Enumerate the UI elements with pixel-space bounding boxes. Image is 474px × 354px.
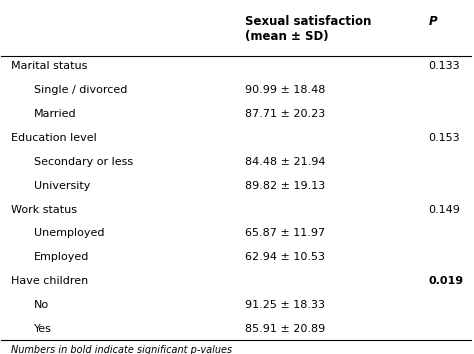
Text: Marital status: Marital status [11,61,87,71]
Text: 87.71 ± 20.23: 87.71 ± 20.23 [246,109,326,119]
Text: Employed: Employed [34,252,90,262]
Text: Have children: Have children [11,276,88,286]
Text: Unemployed: Unemployed [34,228,105,239]
Text: P: P [428,15,437,28]
Text: Secondary or less: Secondary or less [34,157,133,167]
Text: 89.82 ± 19.13: 89.82 ± 19.13 [246,181,326,191]
Text: 0.149: 0.149 [428,205,460,215]
Text: University: University [34,181,91,191]
Text: 0.019: 0.019 [428,276,464,286]
Text: 84.48 ± 21.94: 84.48 ± 21.94 [246,157,326,167]
Text: No: No [34,300,49,310]
Text: 62.94 ± 10.53: 62.94 ± 10.53 [246,252,325,262]
Text: 65.87 ± 11.97: 65.87 ± 11.97 [246,228,326,239]
Text: Married: Married [34,109,77,119]
Text: 0.153: 0.153 [428,133,460,143]
Text: Numbers in bold indicate significant p-values: Numbers in bold indicate significant p-v… [11,345,232,354]
Text: 0.133: 0.133 [428,61,460,71]
Text: 90.99 ± 18.48: 90.99 ± 18.48 [246,85,326,95]
Text: Single / divorced: Single / divorced [34,85,128,95]
Text: Education level: Education level [11,133,97,143]
Text: Yes: Yes [34,324,52,334]
Text: 91.25 ± 18.33: 91.25 ± 18.33 [246,300,325,310]
Text: 85.91 ± 20.89: 85.91 ± 20.89 [246,324,326,334]
Text: Sexual satisfaction
(mean ± SD): Sexual satisfaction (mean ± SD) [246,15,372,43]
Text: Work status: Work status [11,205,77,215]
